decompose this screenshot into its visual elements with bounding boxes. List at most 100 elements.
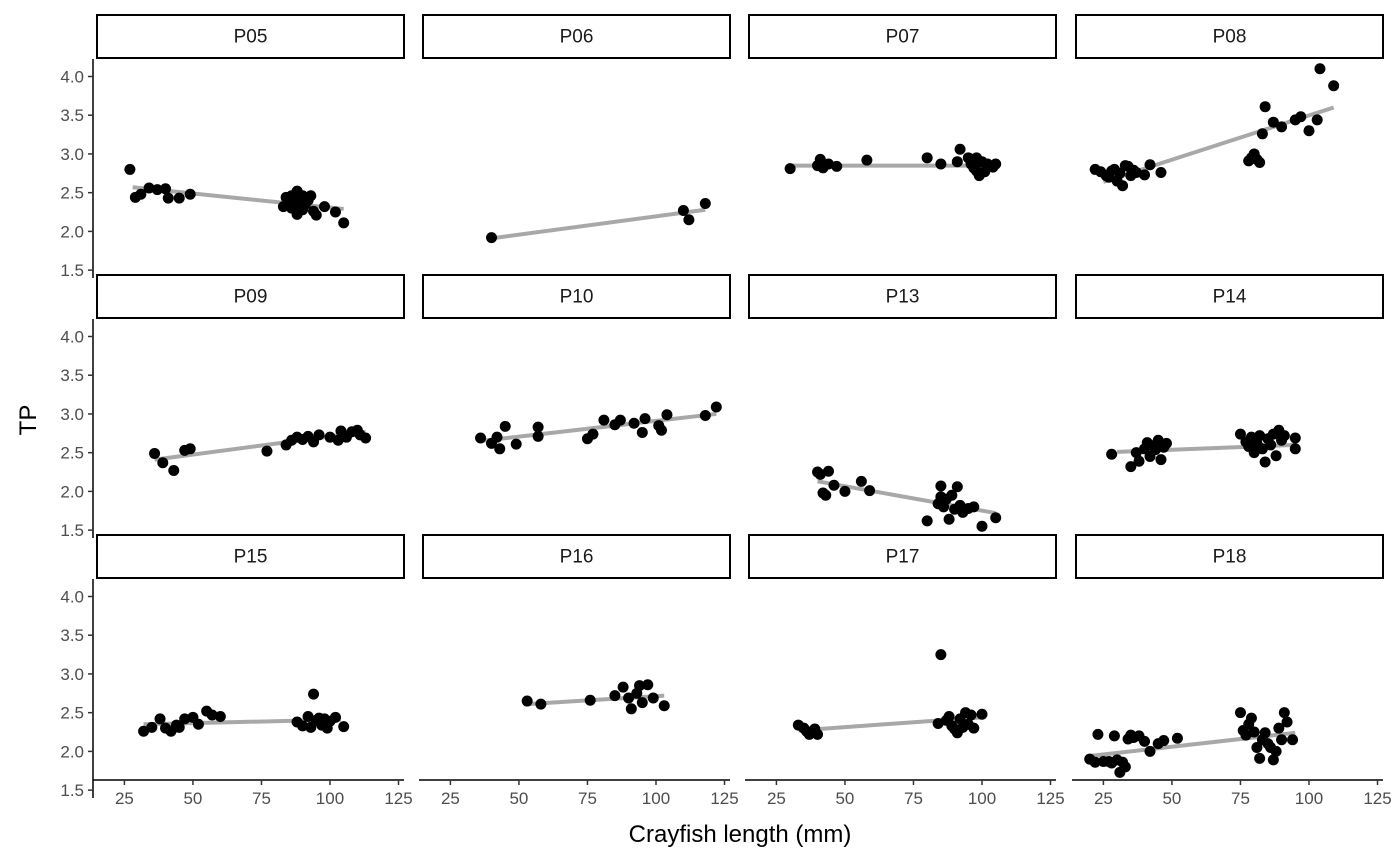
data-point xyxy=(173,721,185,733)
y-tick-label: 3.0 xyxy=(60,145,84,164)
facet-panel-p09: P09 1.5 2.0 2.5 3.0 3.5 4.0 xyxy=(60,274,405,540)
x-tick-label: 75 xyxy=(904,789,923,808)
x-tick-label: 50 xyxy=(1162,789,1181,808)
data-point xyxy=(625,703,637,715)
data-point xyxy=(1106,448,1118,460)
x-tick-label: 25 xyxy=(767,789,786,808)
data-point xyxy=(494,443,506,455)
data-point xyxy=(935,158,947,170)
y-tick-label: 2.5 xyxy=(60,704,84,723)
data-point xyxy=(1314,63,1326,75)
data-point xyxy=(532,430,544,442)
y-tick-label: 1.5 xyxy=(60,261,84,280)
data-point xyxy=(1259,727,1271,739)
data-point xyxy=(990,158,1002,170)
x-tick-label: 75 xyxy=(252,789,271,808)
fit-line xyxy=(480,411,717,444)
data-point xyxy=(968,722,980,734)
data-point xyxy=(1276,734,1288,746)
data-point xyxy=(329,711,341,723)
data-point xyxy=(1265,439,1277,451)
x-axis-title: Crayfish length (mm) xyxy=(629,821,852,848)
data-point xyxy=(1259,456,1271,468)
facet-strip xyxy=(422,534,731,579)
data-point xyxy=(184,188,196,200)
facet-panel-p16: P16 25 50 75 100 125 xyxy=(419,534,739,808)
data-point xyxy=(699,198,711,210)
facet-panel-p13: P13 xyxy=(748,274,1057,532)
data-point xyxy=(1295,111,1307,123)
data-point xyxy=(946,489,958,501)
data-point xyxy=(261,445,273,457)
facet-panel-p15: P15 1.5 2.0 2.5 3.0 3.5 4.0 25 50 75 100 125 xyxy=(60,534,413,808)
data-point xyxy=(710,401,722,413)
facet-strip xyxy=(748,14,1057,59)
data-point xyxy=(1276,121,1288,133)
facet-strip-label: P14 xyxy=(1213,287,1247,308)
data-point xyxy=(305,190,317,202)
y-tick-label: 3.5 xyxy=(60,366,84,385)
x-tick-label: 50 xyxy=(835,789,854,808)
facet-strip xyxy=(1075,274,1384,319)
facet-strip-label: P16 xyxy=(560,547,594,568)
facet-strip xyxy=(422,274,731,319)
data-point xyxy=(954,143,966,155)
data-point xyxy=(1144,745,1156,757)
x-tick-label: 125 xyxy=(384,789,412,808)
data-point xyxy=(921,152,933,164)
data-point xyxy=(1267,116,1279,128)
data-point xyxy=(1089,756,1101,768)
y-tick-label: 2.0 xyxy=(60,742,84,761)
data-point xyxy=(951,156,963,168)
data-point xyxy=(1114,167,1126,179)
data-point xyxy=(1234,707,1246,719)
data-point xyxy=(628,417,640,429)
data-point xyxy=(921,515,933,527)
data-point xyxy=(636,427,648,439)
data-point xyxy=(157,457,169,469)
data-point xyxy=(683,214,695,226)
data-point xyxy=(302,711,314,723)
data-point xyxy=(151,184,163,196)
data-point xyxy=(855,475,867,487)
data-point xyxy=(475,432,487,444)
facet-strip-label: P08 xyxy=(1213,27,1247,48)
data-point xyxy=(1117,180,1129,192)
facet-strip-label: P17 xyxy=(886,547,920,568)
data-point xyxy=(149,447,161,459)
data-point xyxy=(491,431,503,443)
facet-strip xyxy=(748,534,1057,579)
facet-strip xyxy=(96,534,405,579)
data-point xyxy=(1139,735,1151,747)
data-point xyxy=(154,713,166,725)
data-point xyxy=(138,725,150,737)
facet-strip xyxy=(96,14,405,59)
data-point xyxy=(1158,735,1170,747)
data-point xyxy=(160,183,172,195)
data-point xyxy=(329,206,341,218)
data-point xyxy=(976,520,988,532)
y-tick-label: 3.0 xyxy=(60,405,84,424)
data-point xyxy=(1254,156,1266,168)
data-point xyxy=(1256,128,1268,140)
y-tick-label: 4.0 xyxy=(60,67,84,86)
data-point xyxy=(609,690,621,702)
x-tick-label: 25 xyxy=(1094,789,1113,808)
data-point xyxy=(1289,443,1301,455)
x-tick-label: 50 xyxy=(183,789,202,808)
y-tick-label: 2.0 xyxy=(60,222,84,241)
data-point xyxy=(1251,742,1263,754)
data-point xyxy=(1108,730,1120,742)
data-point xyxy=(184,443,196,455)
facet-strip-label: P05 xyxy=(234,27,268,48)
data-point xyxy=(965,709,977,721)
data-point xyxy=(655,424,667,436)
data-point xyxy=(1155,454,1167,466)
x-tick-label: 75 xyxy=(578,789,597,808)
data-point xyxy=(532,421,544,433)
data-point xyxy=(634,680,646,692)
data-point xyxy=(935,649,947,661)
facet-panels: P05 1.5 2.0 2.5 3.0 3.5 4.0 P06 P07 P08 P09 1.5 2.0 2… xyxy=(60,14,1392,808)
data-point xyxy=(976,708,988,720)
facet-strip xyxy=(96,274,405,319)
